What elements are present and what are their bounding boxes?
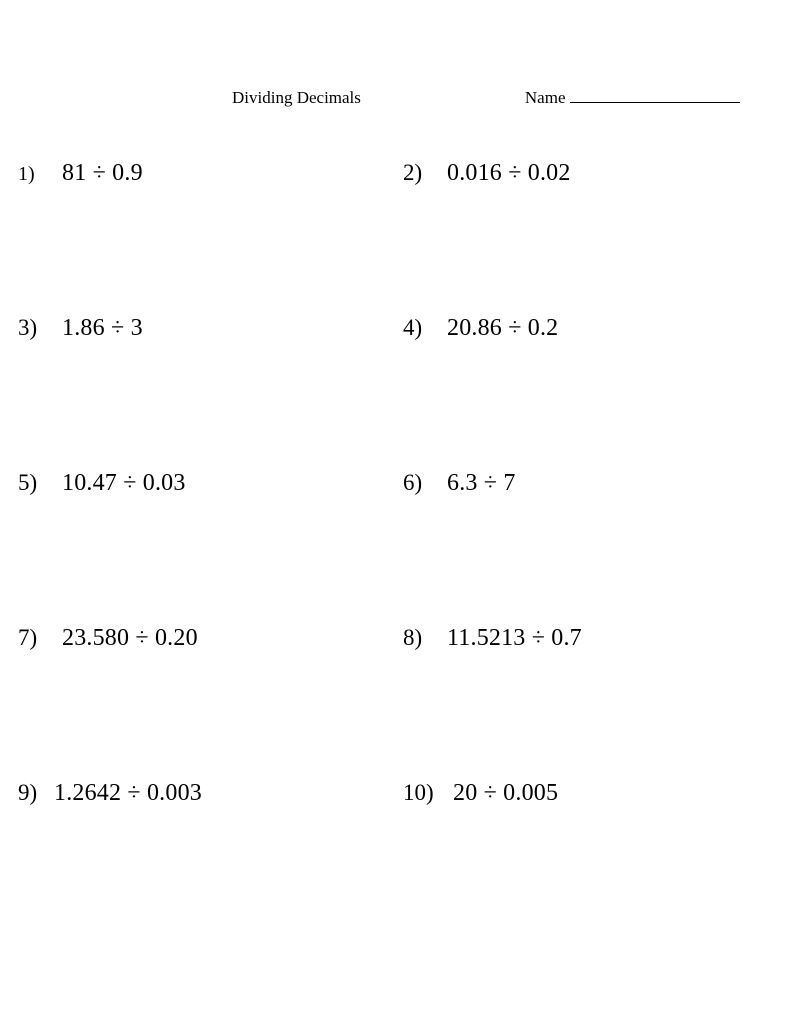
problem-expression: 1.2642 ÷ 0.003	[54, 780, 202, 807]
problem-expression: 0.016 ÷ 0.02	[447, 160, 571, 187]
problem-row: 1) 81 ÷ 0.9 2) 0.016 ÷ 0.02	[18, 160, 775, 315]
problem-cell: 9) 1.2642 ÷ 0.003	[18, 780, 403, 807]
name-label: Name	[525, 88, 566, 108]
problem-expression: 20.86 ÷ 0.2	[447, 315, 558, 342]
problem-expression: 23.580 ÷ 0.20	[62, 625, 198, 652]
problem-number: 7)	[18, 625, 62, 651]
problem-number: 10)	[403, 780, 453, 806]
problem-cell: 1) 81 ÷ 0.9	[18, 160, 403, 187]
problem-cell: 10) 20 ÷ 0.005	[403, 780, 775, 807]
problem-row: 9) 1.2642 ÷ 0.003 10) 20 ÷ 0.005	[18, 780, 775, 935]
problem-cell: 7) 23.580 ÷ 0.20	[18, 625, 403, 652]
problem-expression: 6.3 ÷ 7	[447, 470, 516, 497]
problem-number: 1)	[18, 163, 62, 186]
problem-cell: 3) 1.86 ÷ 3	[18, 315, 403, 342]
worksheet-title: Dividing Decimals	[232, 88, 361, 108]
problem-row: 5) 10.47 ÷ 0.03 6) 6.3 ÷ 7	[18, 470, 775, 625]
problem-expression: 10.47 ÷ 0.03	[62, 470, 186, 497]
worksheet-header: Dividing Decimals Name	[0, 88, 793, 108]
problem-expression: 81 ÷ 0.9	[62, 160, 143, 187]
problem-cell: 6) 6.3 ÷ 7	[403, 470, 775, 497]
problem-row: 3) 1.86 ÷ 3 4) 20.86 ÷ 0.2	[18, 315, 775, 470]
problem-cell: 8) 11.5213 ÷ 0.7	[403, 625, 775, 652]
problems-grid: 1) 81 ÷ 0.9 2) 0.016 ÷ 0.02 3) 1.86 ÷ 3 …	[18, 160, 775, 935]
problem-number: 8)	[403, 625, 447, 651]
problem-cell: 5) 10.47 ÷ 0.03	[18, 470, 403, 497]
problem-expression: 1.86 ÷ 3	[62, 315, 143, 342]
problem-expression: 20 ÷ 0.005	[453, 780, 558, 807]
problem-number: 9)	[18, 780, 54, 806]
problem-expression: 11.5213 ÷ 0.7	[447, 625, 582, 652]
problem-number: 2)	[403, 160, 447, 186]
problem-cell: 2) 0.016 ÷ 0.02	[403, 160, 775, 187]
problem-row: 7) 23.580 ÷ 0.20 8) 11.5213 ÷ 0.7	[18, 625, 775, 780]
name-blank-line[interactable]	[570, 89, 740, 103]
problem-number: 6)	[403, 470, 447, 496]
problem-number: 4)	[403, 315, 447, 341]
problem-cell: 4) 20.86 ÷ 0.2	[403, 315, 775, 342]
problem-number: 5)	[18, 470, 62, 496]
problem-number: 3)	[18, 315, 62, 341]
